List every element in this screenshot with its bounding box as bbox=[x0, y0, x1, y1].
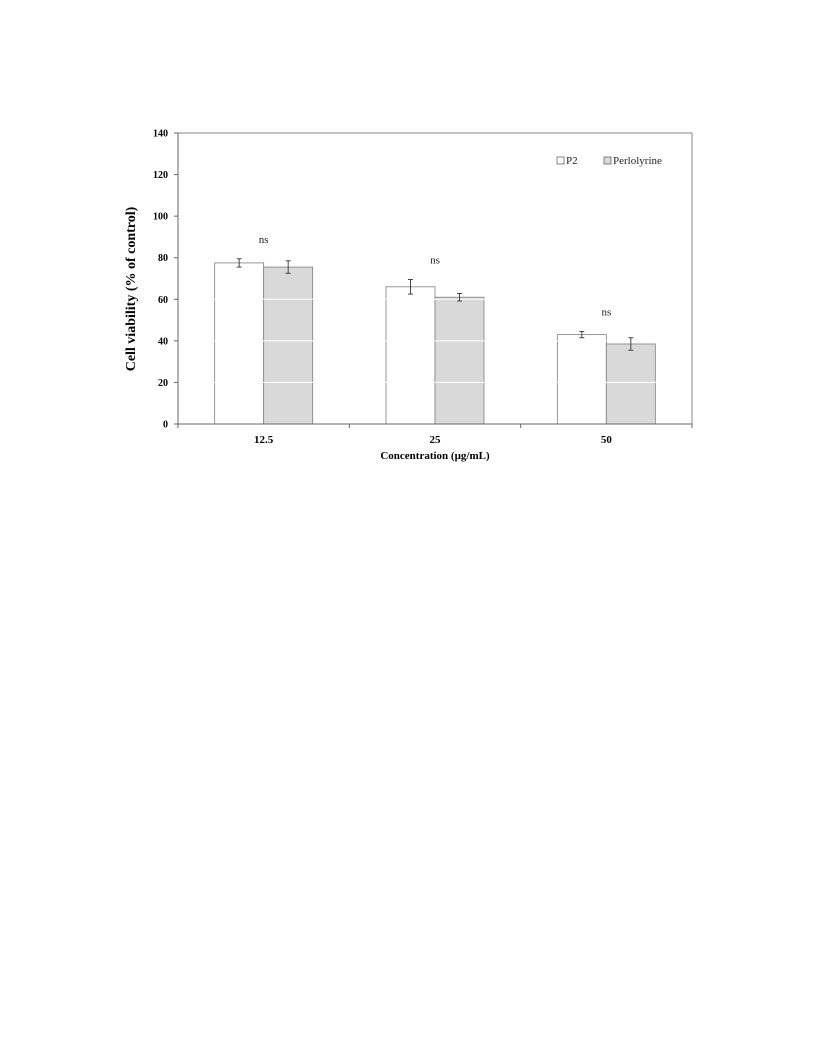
y-tick-label: 20 bbox=[158, 378, 168, 389]
x-tick-label: 50 bbox=[601, 434, 613, 446]
legend-swatch-perlolyrine bbox=[603, 156, 612, 165]
bars bbox=[214, 262, 656, 425]
x-axis-title: Concentration (µg/mL) bbox=[380, 450, 490, 462]
bar-perlolyrine-25 bbox=[434, 296, 485, 425]
annotations: ns ns ns bbox=[259, 234, 611, 319]
bar-perlolyrine-12.5 bbox=[263, 266, 314, 425]
bar-p2-50 bbox=[556, 334, 607, 425]
y-tick-label: 140 bbox=[153, 129, 168, 140]
x-tick-label: 25 bbox=[430, 434, 442, 446]
y-tick-label: 40 bbox=[158, 336, 168, 347]
bar-p2-25 bbox=[385, 286, 436, 425]
tick-labels: 12.5 25 50 0 20 40 60 80 100 120 140 bbox=[153, 129, 612, 447]
y-tick-label: 80 bbox=[158, 253, 168, 264]
y-tick-label: 0 bbox=[163, 420, 168, 431]
significance-label: ns bbox=[259, 234, 269, 246]
axes bbox=[174, 132, 693, 428]
y-axis-title: Cell viability (% of control) bbox=[124, 206, 139, 371]
significance-label: ns bbox=[430, 255, 440, 267]
legend: P2 Perlolyrine bbox=[556, 155, 662, 167]
legend-label-perlolyrine: Perlolyrine bbox=[613, 155, 662, 167]
y-tick-label: 60 bbox=[158, 295, 168, 306]
error-bars bbox=[236, 258, 634, 351]
bar-perlolyrine-50 bbox=[605, 343, 656, 425]
legend-swatch-p2 bbox=[556, 156, 565, 165]
bar-p2-12.5 bbox=[214, 262, 265, 425]
legend-label-p2: P2 bbox=[566, 155, 578, 167]
x-tick-label: 12.5 bbox=[254, 434, 274, 446]
significance-label: ns bbox=[601, 307, 611, 319]
grid-lines bbox=[179, 174, 691, 383]
y-tick-label: 120 bbox=[153, 170, 168, 181]
y-tick-label: 100 bbox=[153, 212, 168, 223]
